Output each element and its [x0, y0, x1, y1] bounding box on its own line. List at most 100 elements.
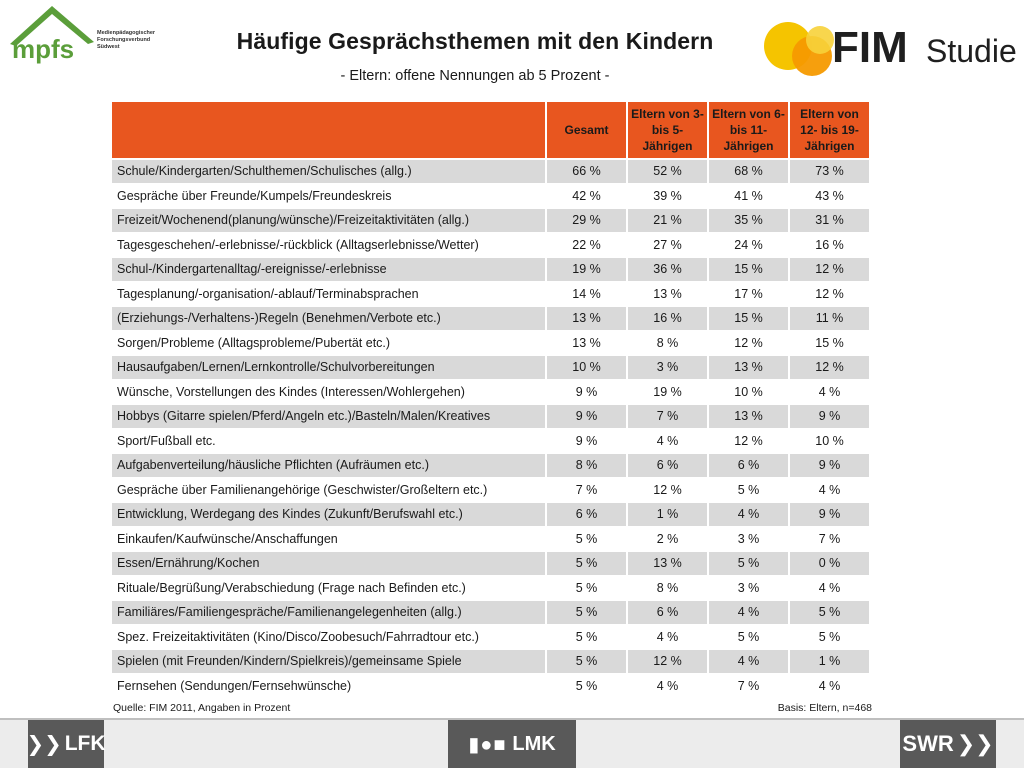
value-12-19: 12 % — [790, 282, 869, 305]
value-12-19: 5 % — [790, 601, 869, 624]
value-12-19: 16 % — [790, 233, 869, 256]
value-gesamt: 5 % — [547, 552, 626, 575]
value-6-11: 4 % — [709, 503, 788, 526]
page-subtitle: - Eltern: offene Nennungen ab 5 Prozent … — [340, 68, 610, 84]
value-gesamt: 13 % — [547, 331, 626, 354]
value-3-5: 13 % — [628, 552, 707, 575]
value-6-11: 13 % — [709, 405, 788, 428]
value-6-11: 10 % — [709, 380, 788, 403]
table-row: (Erziehungs-/Verhaltens-)Regeln (Benehme… — [112, 307, 869, 330]
row-topic-label: Fernsehen (Sendungen/Fernsehwünsche) — [112, 674, 545, 697]
value-12-19: 4 % — [790, 674, 869, 697]
row-topic-label: Aufgabenverteilung/häusliche Pflichten (… — [112, 454, 545, 477]
value-gesamt: 6 % — [547, 503, 626, 526]
table-row: Spez. Freizeitaktivitäten (Kino/Disco/Zo… — [112, 625, 869, 648]
table-body: Schule/Kindergarten/Schulthemen/Schulisc… — [112, 160, 869, 697]
row-topic-label: Tagesplanung/-organisation/-ablauf/Termi… — [112, 282, 545, 305]
swr-logo: SWR ❯❯ — [900, 720, 996, 768]
basis-note: Basis: Eltern, n=468 — [777, 702, 872, 714]
value-3-5: 8 % — [628, 576, 707, 599]
value-3-5: 13 % — [628, 282, 707, 305]
value-12-19: 12 % — [790, 258, 869, 281]
row-topic-label: Wünsche, Vorstellungen des Kindes (Inter… — [112, 380, 545, 403]
table-row: Schule/Kindergarten/Schulthemen/Schulisc… — [112, 160, 869, 183]
value-12-19: 4 % — [790, 478, 869, 501]
value-6-11: 15 % — [709, 258, 788, 281]
mpfs-logo: mpfs — [10, 6, 94, 64]
row-topic-label: Schule/Kindergarten/Schulthemen/Schulisc… — [112, 160, 545, 183]
value-gesamt: 5 % — [547, 625, 626, 648]
row-topic-label: Familiäres/Familiengespräche/Familienang… — [112, 601, 545, 624]
table-row: Aufgabenverteilung/häusliche Pflichten (… — [112, 454, 869, 477]
value-3-5: 4 % — [628, 674, 707, 697]
value-12-19: 73 % — [790, 160, 869, 183]
fim-logo-text: FIM — [832, 23, 908, 72]
value-3-5: 12 % — [628, 478, 707, 501]
value-6-11: 15 % — [709, 307, 788, 330]
value-gesamt: 8 % — [547, 454, 626, 477]
value-gesamt: 9 % — [547, 405, 626, 428]
table-row: Fernsehen (Sendungen/Fernsehwünsche) 5 % 4… — [112, 674, 869, 697]
value-6-11: 5 % — [709, 478, 788, 501]
value-6-11: 6 % — [709, 454, 788, 477]
value-gesamt: 29 % — [547, 209, 626, 232]
mpfs-logo-text: mpfs — [12, 34, 74, 64]
table-row: Freizeit/Wochenend(planung/wünsche)/Frei… — [112, 209, 869, 232]
table-row: Sport/Fußball etc. 9 % 4 % 12 % 10 % — [112, 429, 869, 452]
source-note: Quelle: FIM 2011, Angaben in Prozent — [113, 702, 291, 714]
value-6-11: 5 % — [709, 625, 788, 648]
value-gesamt: 19 % — [547, 258, 626, 281]
value-12-19: 4 % — [790, 380, 869, 403]
value-3-5: 27 % — [628, 233, 707, 256]
swr-chevrons-icon: ❯❯ — [956, 731, 994, 756]
value-3-5: 2 % — [628, 527, 707, 550]
value-3-5: 4 % — [628, 429, 707, 452]
table-row: Spielen (mit Freunden/Kindern/Spielkreis… — [112, 650, 869, 673]
value-6-11: 35 % — [709, 209, 788, 232]
row-topic-label: Hobbys (Gitarre spielen/Pferd/Angeln etc… — [112, 405, 545, 428]
row-topic-label: Gespräche über Freunde/Kumpels/Freundesk… — [112, 184, 545, 207]
value-3-5: 4 % — [628, 625, 707, 648]
value-6-11: 12 % — [709, 331, 788, 354]
row-topic-label: Freizeit/Wochenend(planung/wünsche)/Frei… — [112, 209, 545, 232]
value-6-11: 68 % — [709, 160, 788, 183]
value-3-5: 7 % — [628, 405, 707, 428]
value-gesamt: 14 % — [547, 282, 626, 305]
value-3-5: 6 % — [628, 454, 707, 477]
row-topic-label: Schul-/Kindergartenalltag/-ereignisse/-e… — [112, 258, 545, 281]
value-6-11: 7 % — [709, 674, 788, 697]
value-gesamt: 42 % — [547, 184, 626, 207]
table-row: Essen/Ernährung/Kochen 5 % 13 % 5 % 0 % — [112, 552, 869, 575]
table-row: Einkaufen/Kaufwünsche/Anschaffungen 5 % 2 … — [112, 527, 869, 550]
mpfs-logo-subtext: Medienpädagogischer Forschungsverbund Sü… — [97, 30, 156, 50]
value-gesamt: 66 % — [547, 160, 626, 183]
value-gesamt: 5 % — [547, 576, 626, 599]
table-row: Entwicklung, Werdegang des Kindes (Zukun… — [112, 503, 869, 526]
value-6-11: 13 % — [709, 356, 788, 379]
header-cell-gesamt: Gesamt — [547, 102, 626, 158]
table-row: Tagesgeschehen/-erlebnisse/-rückblick (A… — [112, 233, 869, 256]
value-6-11: 3 % — [709, 527, 788, 550]
value-6-11: 24 % — [709, 233, 788, 256]
value-12-19: 9 % — [790, 454, 869, 477]
page-title: Häufige Gesprächsthemen mit den Kindern — [236, 28, 714, 54]
row-topic-label: Entwicklung, Werdegang des Kindes (Zukun… — [112, 503, 545, 526]
row-topic-label: Sorgen/Probleme (Alltagsprobleme/Pubertä… — [112, 331, 545, 354]
table-row: Schul-/Kindergartenalltag/-ereignisse/-e… — [112, 258, 869, 281]
row-topic-label: Gespräche über Familienangehörige (Gesch… — [112, 478, 545, 501]
value-12-19: 4 % — [790, 576, 869, 599]
table-row: Wünsche, Vorstellungen des Kindes (Inter… — [112, 380, 869, 403]
table-row: Gespräche über Freunde/Kumpels/Freundesk… — [112, 184, 869, 207]
value-6-11: 4 % — [709, 650, 788, 673]
value-gesamt: 5 % — [547, 527, 626, 550]
value-3-5: 16 % — [628, 307, 707, 330]
value-12-19: 10 % — [790, 429, 869, 452]
results-table: Gesamt Eltern von 3- bis 5-Jährigen Elte… — [110, 100, 871, 699]
value-12-19: 31 % — [790, 209, 869, 232]
lfk-logo: ❯❯ LFK — [26, 720, 106, 768]
header-cell-3-5: Eltern von 3- bis 5-Jährigen — [628, 102, 707, 158]
lmk-logo: ▮●■ LMK — [448, 720, 576, 768]
value-3-5: 19 % — [628, 380, 707, 403]
row-topic-label: Rituale/Begrüßung/Verabschiedung (Frage … — [112, 576, 545, 599]
value-gesamt: 9 % — [547, 380, 626, 403]
